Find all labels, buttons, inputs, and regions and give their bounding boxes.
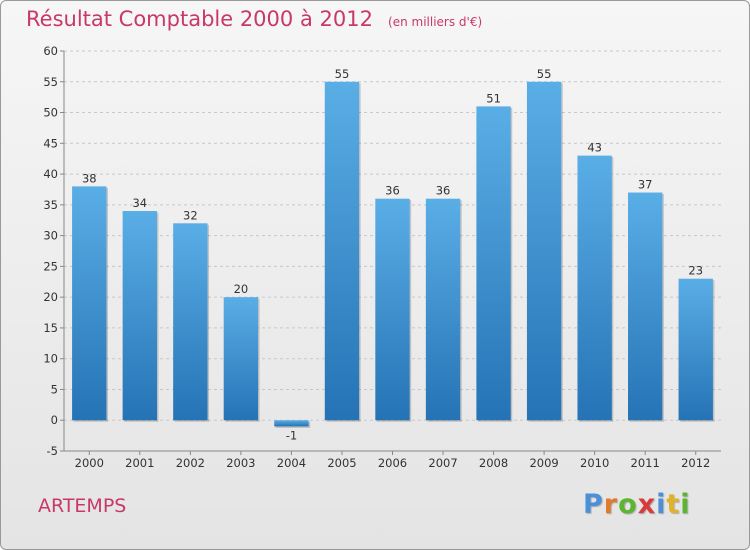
y-tick-label: 45 bbox=[43, 136, 58, 150]
y-tick-labels: -5 0 5 10 15 20 25 30 35 40 45 50 55 60 bbox=[43, 44, 58, 458]
proxiti-logo: Proxiti bbox=[583, 489, 691, 520]
value-labels: 38 34 32 20 -1 55 36 36 51 55 43 37 23 bbox=[82, 67, 703, 443]
bar-2001 bbox=[122, 211, 157, 421]
chart-unit: (en milliers d'€) bbox=[388, 15, 483, 29]
bar-2012 bbox=[678, 278, 713, 421]
x-tick-label: 2004 bbox=[277, 456, 306, 470]
value-label: 32 bbox=[183, 208, 198, 222]
x-tick-label: 2006 bbox=[378, 456, 407, 470]
value-label: 55 bbox=[335, 67, 350, 81]
logo-letter: P bbox=[583, 489, 604, 520]
bar-2002 bbox=[173, 223, 208, 421]
x-tick-label: 2002 bbox=[176, 456, 205, 470]
value-label: 34 bbox=[132, 196, 147, 210]
logo-letter: r bbox=[603, 489, 619, 520]
y-tick-label: 35 bbox=[43, 198, 58, 212]
bar-2009 bbox=[526, 81, 562, 421]
y-tick-label: 15 bbox=[43, 321, 58, 335]
y-tick-label: 60 bbox=[43, 44, 58, 58]
bar-2011 bbox=[628, 192, 663, 421]
y-tick-label: 55 bbox=[43, 75, 58, 89]
chart-title: Résultat Comptable 2000 à 2012 bbox=[26, 7, 373, 31]
value-label: 51 bbox=[486, 91, 501, 105]
bar-2005 bbox=[324, 81, 360, 421]
value-label: 55 bbox=[537, 67, 552, 81]
bar-2003 bbox=[223, 297, 259, 421]
commune-name: ARTEMPS bbox=[38, 495, 127, 517]
value-label: 23 bbox=[688, 264, 703, 278]
logo-letter: t bbox=[666, 489, 681, 520]
x-tick-label: 2009 bbox=[529, 456, 558, 470]
axes bbox=[60, 50, 721, 455]
logo-letter: i bbox=[680, 489, 691, 520]
y-tick-label: 25 bbox=[43, 259, 58, 273]
x-tick-label: 2008 bbox=[479, 456, 508, 470]
bar-2000 bbox=[72, 186, 107, 421]
logo-letter: o bbox=[618, 489, 638, 520]
x-tick-label: 2005 bbox=[327, 456, 356, 470]
logo-letter: x bbox=[637, 489, 657, 520]
value-label: 37 bbox=[638, 178, 653, 192]
bars bbox=[72, 81, 715, 428]
x-tick-label: 2012 bbox=[681, 456, 710, 470]
value-label: 20 bbox=[234, 282, 249, 296]
value-label: 36 bbox=[436, 184, 451, 198]
y-tick-label: 30 bbox=[43, 229, 58, 243]
logo-letter: i bbox=[656, 489, 667, 520]
x-tick-label: 2011 bbox=[631, 456, 660, 470]
bar-2008 bbox=[476, 106, 511, 421]
bar-2007 bbox=[425, 198, 461, 421]
x-tick-labels: 2000 2001 2002 2003 2004 2005 2006 2007 2008 2009… bbox=[75, 456, 711, 470]
value-label: 43 bbox=[587, 141, 602, 155]
y-tick-label: 5 bbox=[51, 382, 58, 396]
y-tick-label: 0 bbox=[51, 413, 58, 427]
value-label: 36 bbox=[385, 184, 400, 198]
y-tick-label: 40 bbox=[43, 167, 58, 181]
value-label: -1 bbox=[286, 428, 297, 442]
x-tick-label: 2003 bbox=[226, 456, 255, 470]
chart-title-block: Résultat Comptable 2000 à 2012 (en milli… bbox=[26, 7, 482, 31]
x-tick-label: 2010 bbox=[580, 456, 609, 470]
bar-2004 bbox=[274, 420, 309, 427]
y-tick-label: 10 bbox=[43, 352, 58, 366]
x-tick-label: 2001 bbox=[125, 456, 154, 470]
bar-2010 bbox=[577, 155, 612, 421]
y-tick-label: 50 bbox=[43, 106, 58, 120]
bar-2006 bbox=[375, 198, 410, 421]
value-label: 38 bbox=[82, 171, 97, 185]
y-tick-label: -5 bbox=[47, 444, 58, 458]
x-tick-label: 2000 bbox=[75, 456, 104, 470]
y-tick-label: 20 bbox=[43, 290, 58, 304]
x-tick-label: 2007 bbox=[428, 456, 457, 470]
